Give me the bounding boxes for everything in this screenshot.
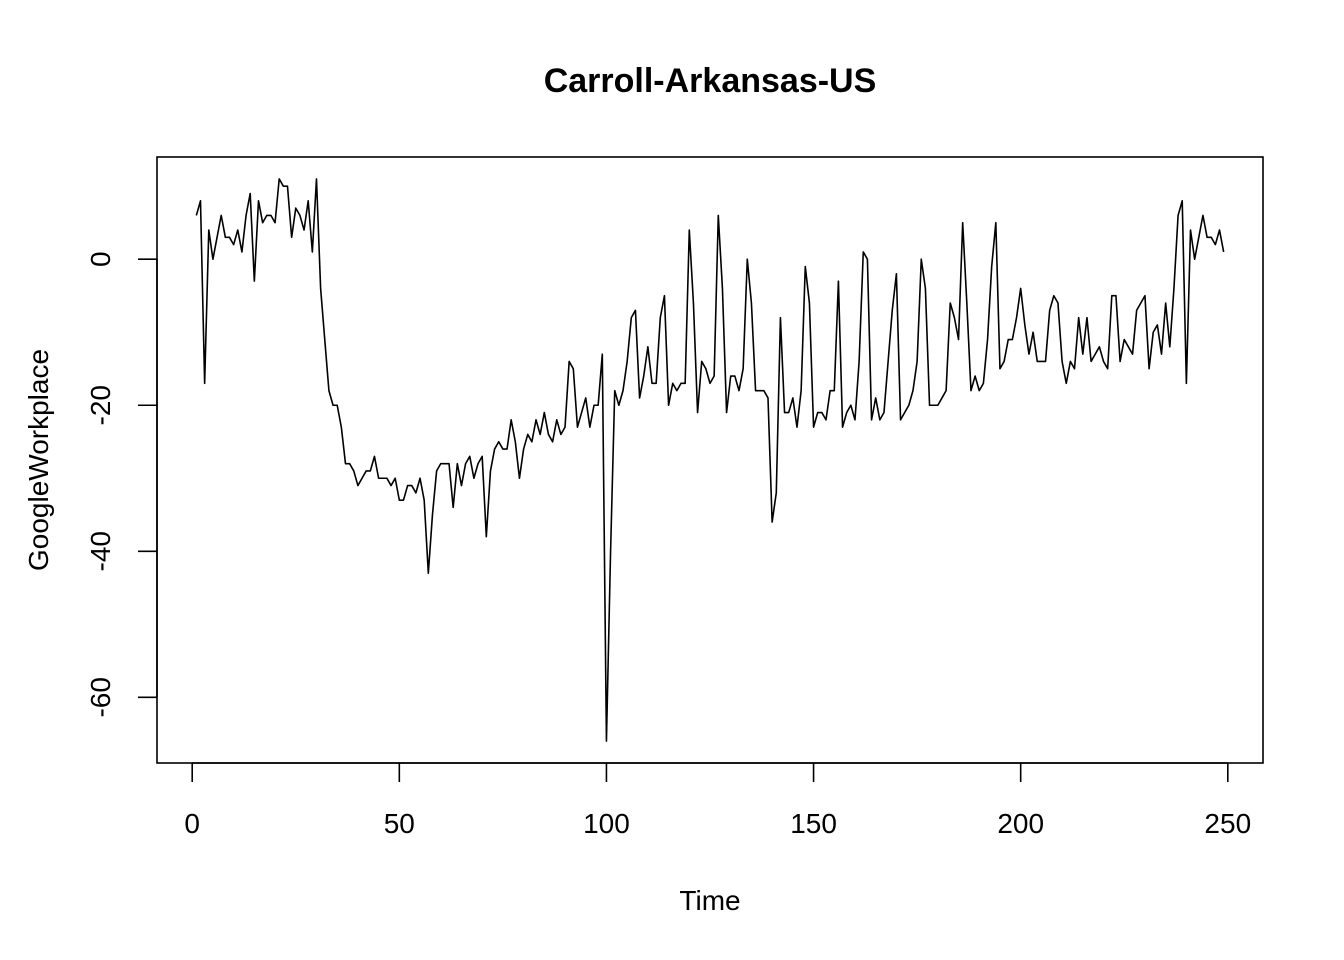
x-tick-label: 0	[184, 808, 200, 839]
y-axis: -60 -40 -20 0	[85, 251, 158, 718]
series-line	[195, 178, 1225, 742]
x-axis-label: Time	[679, 885, 740, 916]
x-tick-label: 100	[583, 808, 630, 839]
chart-title: Carroll-Arkansas-US	[544, 62, 877, 100]
y-tick-label: -40	[85, 531, 116, 571]
y-tick-label: -60	[85, 677, 116, 717]
x-axis: 0 50 100 150 200 250	[184, 762, 1251, 839]
x-tick-label: 250	[1204, 808, 1251, 839]
x-tick-label: 50	[384, 808, 415, 839]
y-tick-label: 0	[85, 251, 116, 267]
x-tick-label: 200	[997, 808, 1044, 839]
y-axis-label: GoogleWorkplace	[23, 349, 54, 571]
y-tick-label: -20	[85, 385, 116, 425]
plot-frame	[156, 156, 1264, 764]
x-tick-label: 150	[790, 808, 837, 839]
